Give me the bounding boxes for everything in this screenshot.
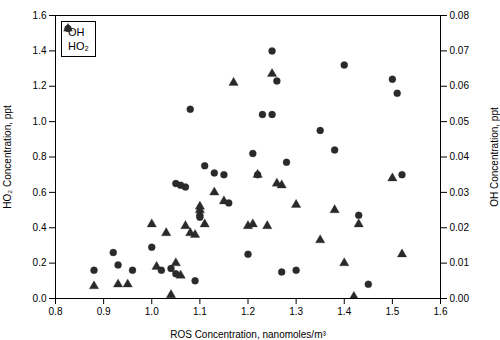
- svg-text:HO₂ Concentration, ppt: HO₂ Concentration, ppt: [2, 105, 13, 209]
- svg-text:0.2: 0.2: [33, 257, 47, 268]
- svg-text:1.3: 1.3: [289, 306, 303, 317]
- svg-text:0.01: 0.01: [450, 257, 470, 268]
- svg-text:0.03: 0.03: [450, 187, 470, 198]
- svg-text:1.5: 1.5: [385, 306, 399, 317]
- svg-text:0.02: 0.02: [450, 222, 470, 233]
- html-text:HO₂: HO₂: [68, 40, 89, 52]
- svg-text:1.4: 1.4: [337, 306, 351, 317]
- svg-text:0.04: 0.04: [450, 151, 470, 162]
- svg-text:0.4: 0.4: [33, 222, 47, 233]
- svg-text:1.0: 1.0: [145, 306, 159, 317]
- svg-text:1.4: 1.4: [33, 45, 47, 56]
- svg-text:0.9: 0.9: [97, 306, 111, 317]
- svg-text:1.0: 1.0: [33, 116, 47, 127]
- html-text:OH: OH: [68, 26, 85, 38]
- svg-text:1.6: 1.6: [434, 306, 448, 317]
- svg-text:1.2: 1.2: [33, 80, 47, 91]
- svg-text:OH Concentration, ppt: OH Concentration, ppt: [489, 107, 500, 207]
- svg-text:0.05: 0.05: [450, 116, 470, 127]
- svg-text:0.06: 0.06: [450, 80, 470, 91]
- svg-text:1.6: 1.6: [33, 10, 47, 21]
- svg-text:ROS Concentration, nanomoles/m: ROS Concentration, nanomoles/m³: [170, 329, 326, 340]
- svg-text:0.8: 0.8: [49, 306, 63, 317]
- svg-text:0.0: 0.0: [33, 293, 47, 304]
- svg-text:0.8: 0.8: [33, 151, 47, 162]
- svg-text:0.00: 0.00: [450, 293, 470, 304]
- svg-text:0.08: 0.08: [450, 10, 470, 21]
- svg-text:1.2: 1.2: [241, 306, 255, 317]
- svg-text:0.6: 0.6: [33, 187, 47, 198]
- svg-text:1.1: 1.1: [193, 306, 207, 317]
- svg-text:0.07: 0.07: [450, 45, 470, 56]
